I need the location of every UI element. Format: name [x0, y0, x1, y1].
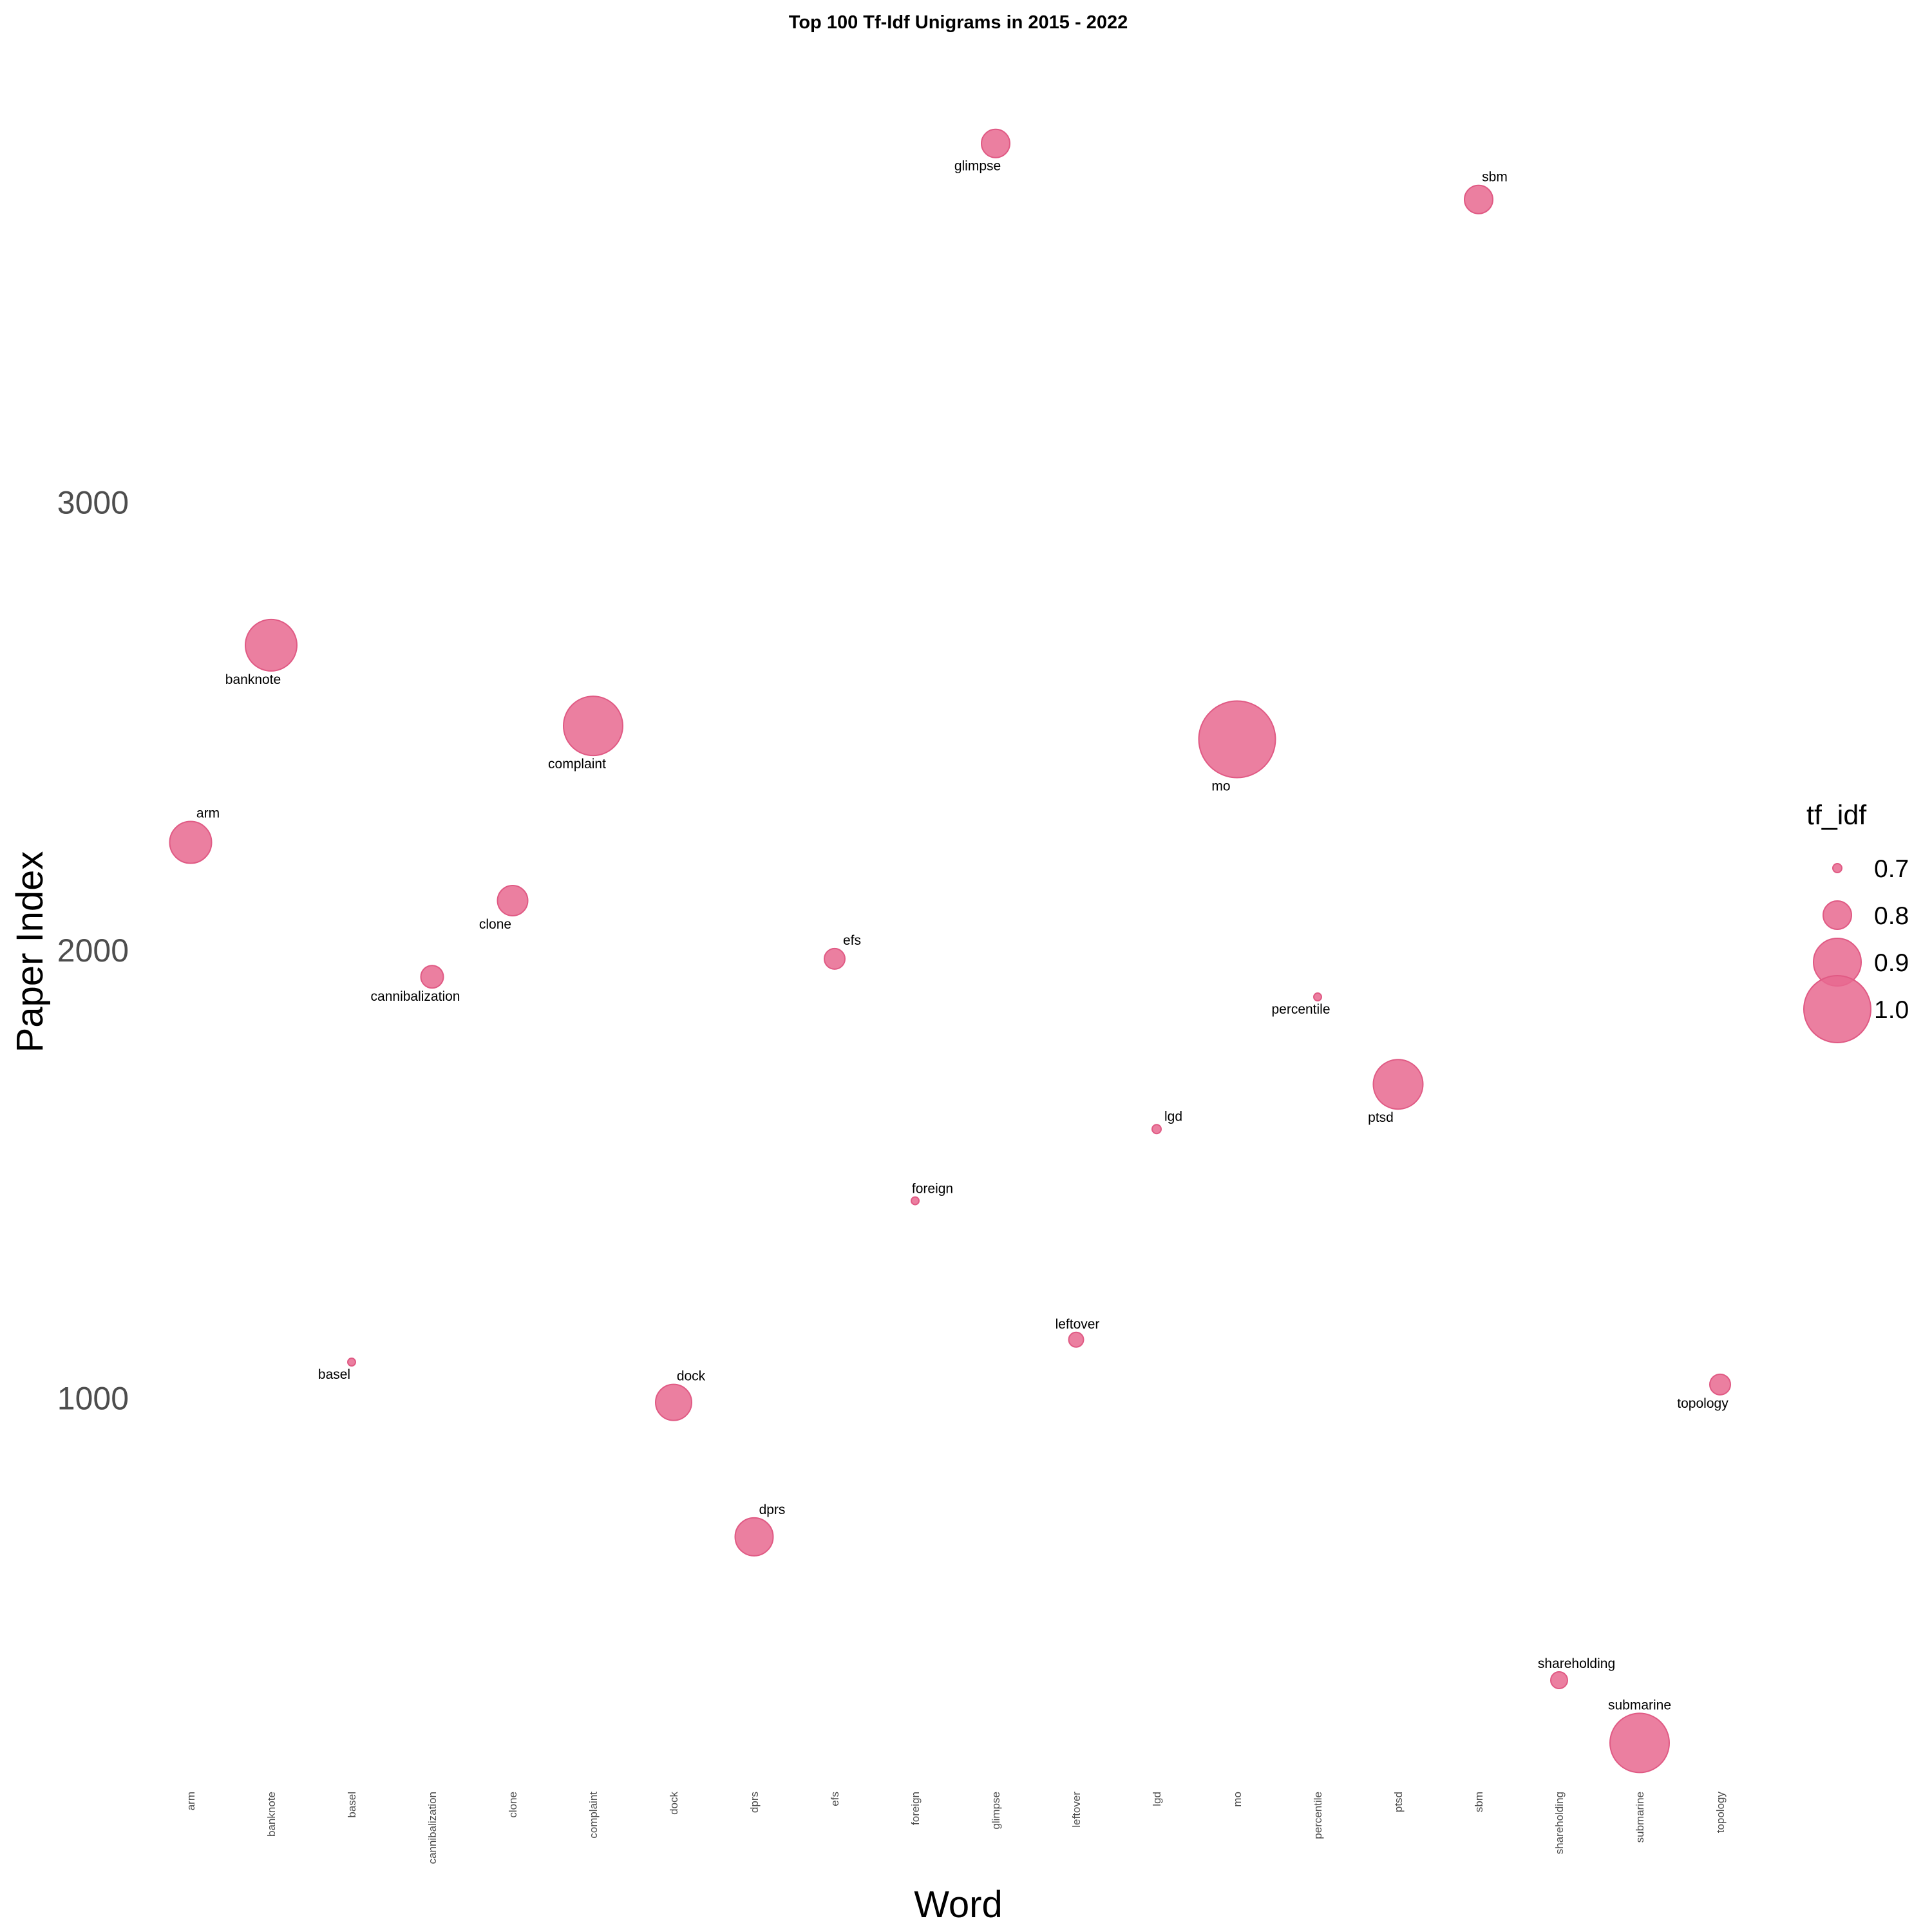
x-tick-label: dock — [668, 1792, 680, 1815]
size-legend: tf_idf 0.7 0.8 0.9 1.0 — [1803, 800, 1909, 1043]
x-tick-label: cannibalization — [426, 1792, 439, 1864]
point-label: efs — [843, 933, 861, 948]
x-tick-label: arm — [185, 1792, 197, 1810]
x-tick-label: foreign — [909, 1792, 922, 1825]
point-label: complaint — [548, 757, 606, 772]
legend-key — [1823, 900, 1852, 930]
data-points — [169, 128, 1731, 1774]
legend-label: 0.9 — [1874, 949, 1909, 977]
point-label: submarine — [1608, 1698, 1671, 1712]
x-tick-label: ptsd — [1392, 1792, 1405, 1812]
data-point — [1372, 1059, 1424, 1110]
x-tick-label: sbm — [1473, 1792, 1485, 1812]
y-tick-label: 3000 — [57, 484, 129, 520]
legend-key — [1803, 975, 1871, 1043]
data-point — [1151, 1124, 1162, 1135]
y-tick-label: 2000 — [57, 933, 129, 969]
x-axis-ticks: arm banknote basel cannibalization clone comp… — [185, 1792, 1727, 1864]
data-point — [1464, 184, 1493, 214]
data-point — [563, 696, 623, 757]
data-point — [245, 618, 298, 672]
data-point — [347, 1358, 356, 1367]
y-tick-label: 1000 — [57, 1381, 129, 1417]
data-point — [981, 128, 1010, 158]
data-point — [1550, 1671, 1568, 1689]
x-tick-label: clone — [507, 1792, 519, 1818]
data-point — [824, 947, 846, 970]
point-label: sbm — [1482, 170, 1508, 185]
data-point — [655, 1383, 692, 1421]
point-label: topology — [1677, 1396, 1728, 1411]
y-axis-ticks: 1000 2000 3000 — [57, 484, 129, 1416]
x-tick-label: lgd — [1151, 1792, 1163, 1806]
x-tick-label: dprs — [748, 1792, 761, 1813]
data-point — [1609, 1712, 1670, 1774]
x-tick-label: efs — [829, 1792, 841, 1806]
y-axis-title: Paper Index — [9, 851, 51, 1053]
point-label: glimpse — [954, 159, 1001, 174]
point-label: mo — [1211, 779, 1230, 794]
data-point — [1068, 1331, 1084, 1348]
x-tick-label: basel — [346, 1792, 358, 1818]
x-tick-label: banknote — [265, 1792, 278, 1837]
data-point — [734, 1517, 774, 1557]
x-tick-label: glimpse — [990, 1792, 1002, 1830]
point-label: clone — [479, 917, 511, 932]
point-label: percentile — [1271, 1002, 1330, 1017]
point-label: ptsd — [1368, 1110, 1394, 1125]
data-point — [1709, 1373, 1731, 1396]
data-point — [420, 965, 444, 989]
point-label: foreign — [912, 1182, 953, 1197]
legend-key — [1832, 863, 1842, 873]
point-label: leftover — [1056, 1317, 1100, 1332]
point-label: arm — [196, 806, 220, 821]
point-label: shareholding — [1538, 1656, 1615, 1671]
data-point — [911, 1196, 920, 1206]
x-tick-label: mo — [1231, 1792, 1244, 1807]
legend-label: 1.0 — [1874, 996, 1909, 1024]
point-label: dprs — [759, 1502, 786, 1517]
x-tick-label: topology — [1714, 1792, 1727, 1833]
point-labels: arm banknote basel cannibalization clone comp… — [196, 159, 1728, 1713]
point-label: cannibalization — [371, 989, 460, 1004]
data-point — [1198, 700, 1276, 779]
x-tick-label: complaint — [587, 1792, 600, 1839]
x-tick-label: shareholding — [1553, 1792, 1566, 1854]
point-label: dock — [677, 1369, 706, 1384]
x-tick-label: submarine — [1634, 1792, 1646, 1842]
point-label: lgd — [1164, 1109, 1182, 1124]
point-label: basel — [318, 1367, 350, 1382]
data-point — [169, 820, 213, 864]
legend-label: 0.7 — [1874, 855, 1909, 883]
chart-title: Top 100 Tf-Idf Unigrams in 2015 - 2022 — [789, 12, 1128, 33]
data-point — [497, 884, 529, 916]
point-label: banknote — [225, 672, 281, 687]
x-tick-label: leftover — [1070, 1792, 1083, 1828]
legend-label: 0.8 — [1874, 902, 1909, 930]
x-axis-title: Word — [914, 1884, 1003, 1926]
x-tick-label: percentile — [1312, 1792, 1324, 1839]
data-point — [1313, 992, 1322, 1002]
legend-title: tf_idf — [1806, 800, 1867, 831]
